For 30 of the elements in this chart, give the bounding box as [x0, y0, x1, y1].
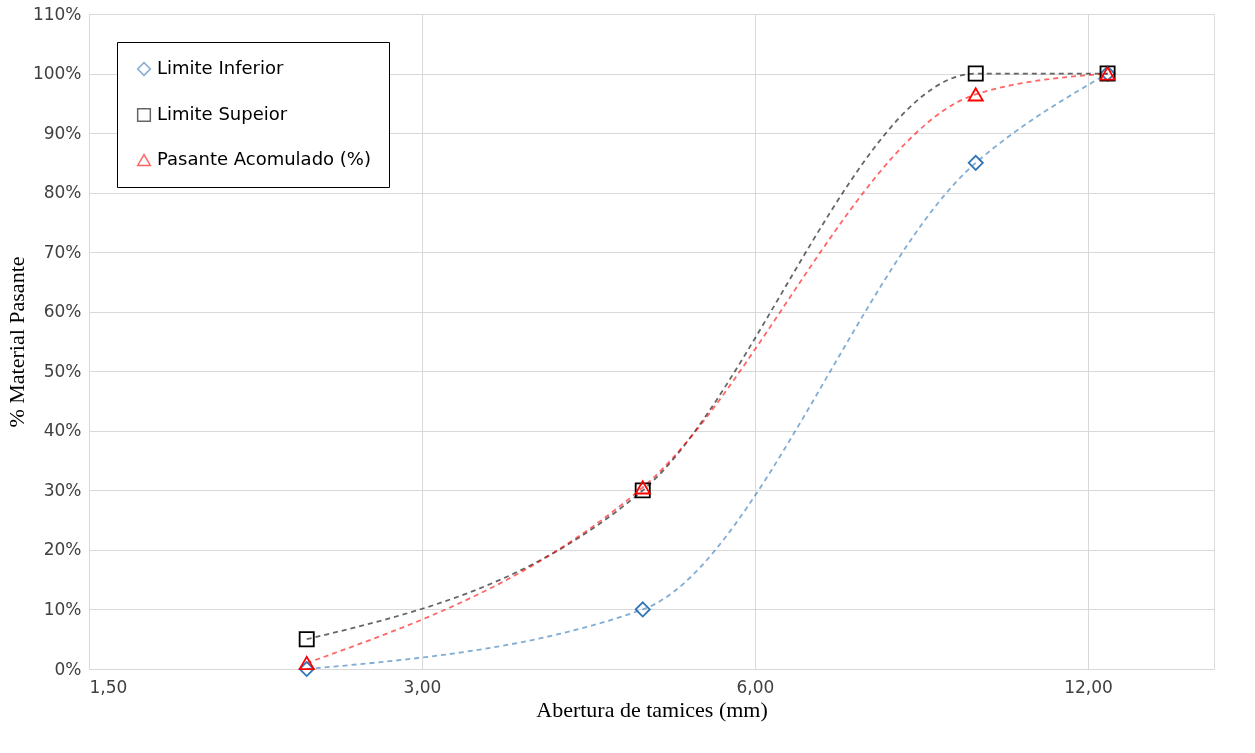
point: [298, 631, 315, 648]
point: [634, 601, 651, 618]
point: [634, 482, 651, 499]
point: [967, 87, 984, 102]
x-tick-label: 1,50: [89, 676, 128, 697]
legend-label: Limite Inferior: [157, 57, 284, 78]
legend-label: Pasante Acomulado (%): [157, 148, 371, 169]
point: [298, 661, 315, 677]
y-tick-label: 80%: [43, 182, 82, 203]
x-tick-label: 6,00: [736, 676, 775, 697]
point: [967, 154, 984, 171]
y-axis-title: % Material Pasante: [3, 256, 29, 428]
legend-label: Limite Supeior: [157, 103, 288, 124]
x-axis-title: Abertura de tamices (mm): [536, 696, 768, 722]
point: [634, 480, 651, 495]
y-tick-label: 100%: [32, 63, 82, 84]
point: [967, 65, 984, 82]
y-tick-label: 0%: [54, 658, 82, 679]
y-tick-label: 60%: [43, 301, 82, 322]
y-tick-label: 40%: [43, 420, 82, 441]
x-tick-label: 12,00: [1064, 676, 1113, 697]
x-tick-label: 3,00: [403, 676, 442, 697]
y-tick-label: 90%: [43, 122, 82, 143]
y-tick-label: 70%: [43, 241, 82, 262]
y-tick-label: 20%: [43, 539, 82, 560]
y-tick-label: 10%: [43, 598, 82, 619]
y-tick-label: 30%: [43, 479, 82, 500]
point: [298, 656, 315, 671]
y-tick-label: 110%: [32, 3, 82, 24]
y-tick-label: 50%: [43, 360, 82, 381]
